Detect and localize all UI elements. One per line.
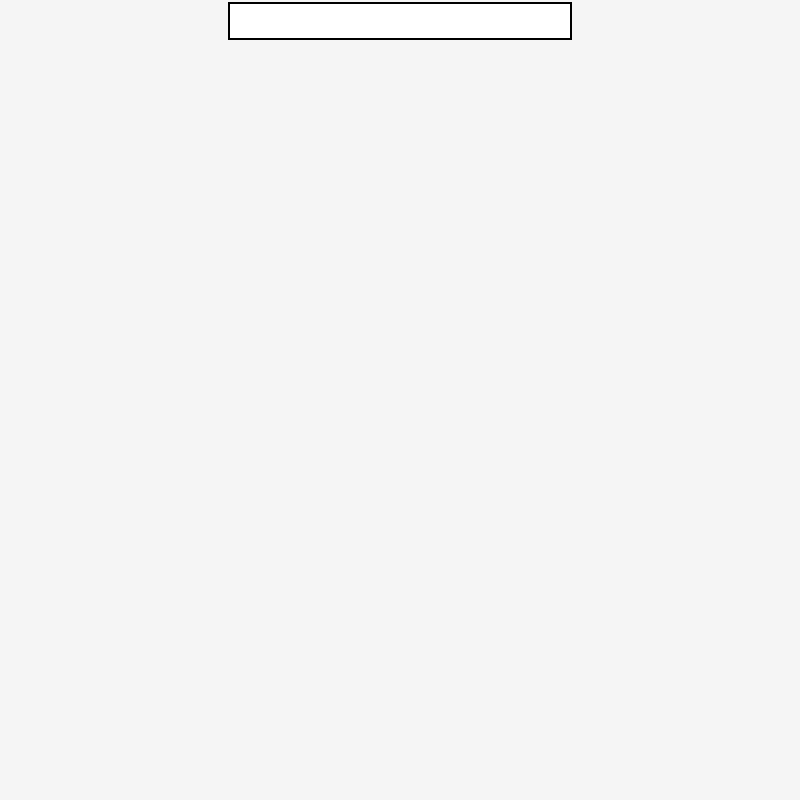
station-title [228, 2, 572, 40]
